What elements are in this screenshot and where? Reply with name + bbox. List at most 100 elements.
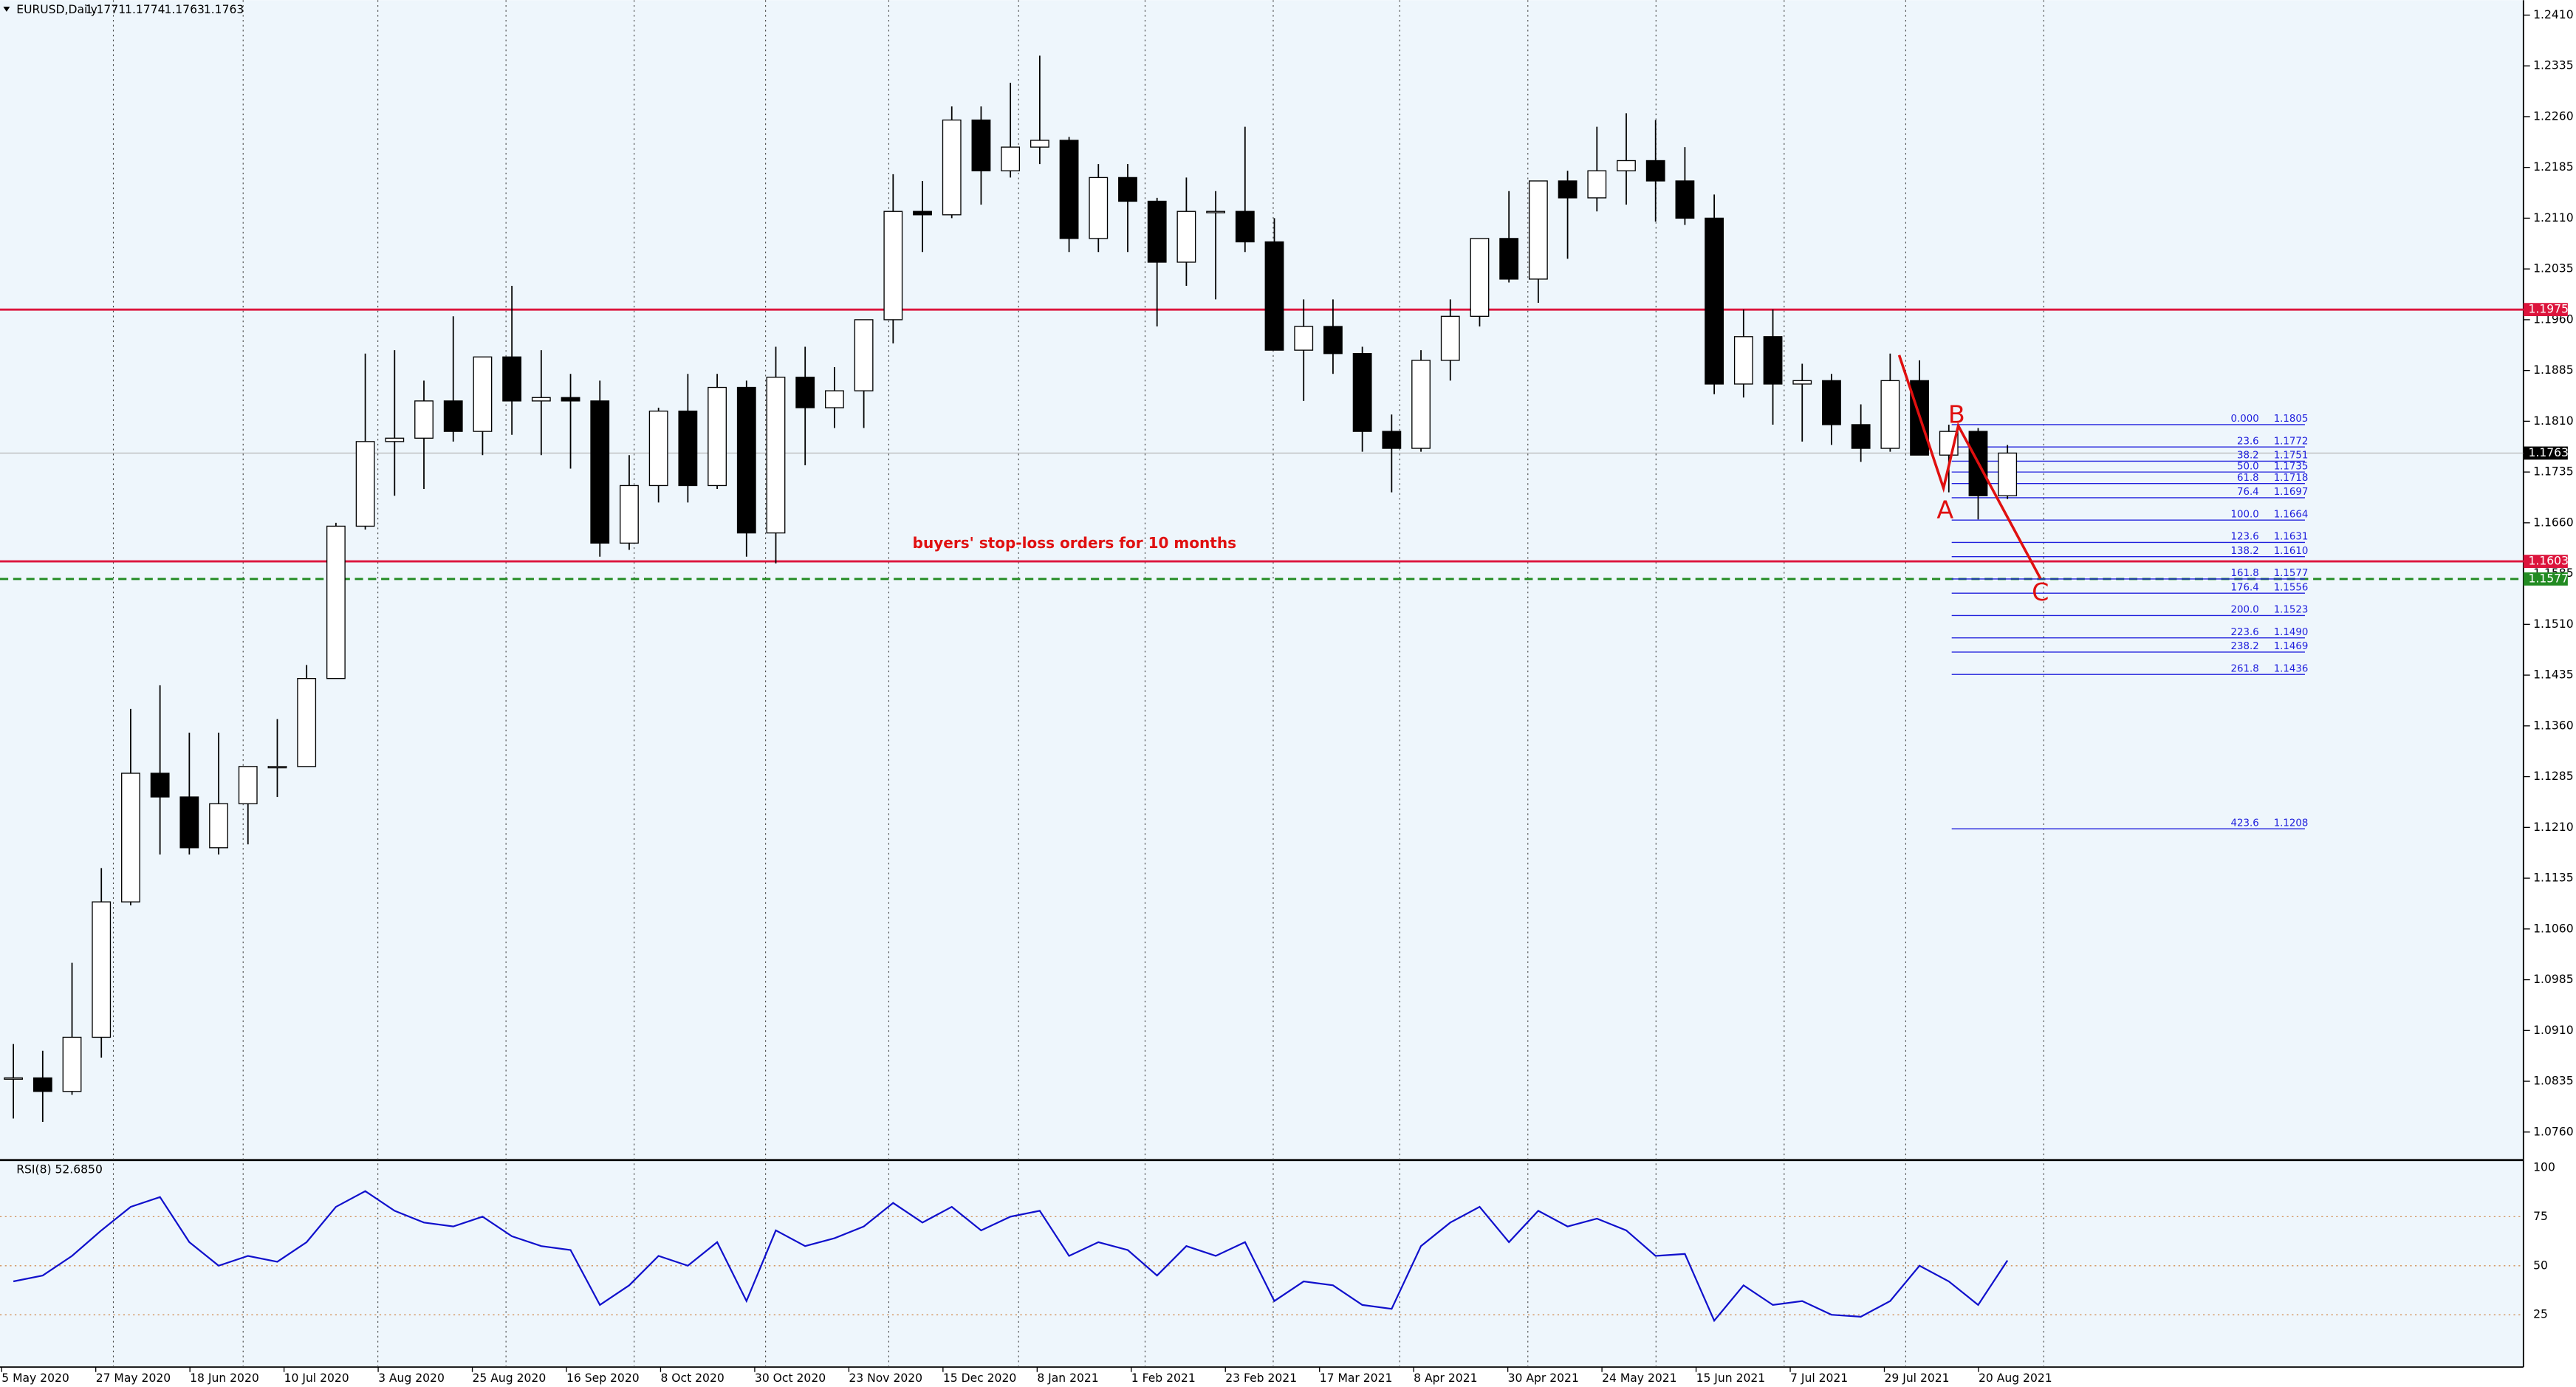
fib-ratio: 138.2: [2231, 546, 2259, 557]
annotation: buyers' stop-loss orders for 10 months: [913, 534, 1236, 552]
rsi-title: RSI(8) 52.6850: [16, 1163, 103, 1177]
y-tick-label: 75: [2533, 1210, 2548, 1223]
level-label: 1.1577: [2528, 572, 2568, 585]
candle-body: [1294, 326, 1314, 351]
quote-value: 1.1763: [204, 3, 244, 16]
candle-body: [1440, 315, 1460, 361]
fib-price: 1.1208: [2274, 818, 2309, 829]
quote-value: 1.1771: [86, 3, 126, 16]
level-label-box: [2523, 572, 2568, 586]
candle-body: [414, 400, 434, 439]
plot-background: [0, 0, 2524, 1368]
fib-price: 1.1577: [2274, 568, 2309, 579]
candle-body: [150, 773, 170, 798]
y-tick-label: 1.1510: [2533, 617, 2573, 631]
candle-body: [1558, 180, 1578, 199]
x-tick-label: 20 Aug 2021: [1979, 1371, 2052, 1385]
candle-body: [385, 437, 405, 442]
y-tick-label: 1.0835: [2533, 1075, 2573, 1088]
candle-body: [1118, 177, 1137, 202]
y-tick-label: 1.0910: [2533, 1024, 2573, 1037]
y-tick-label: 25: [2533, 1308, 2548, 1321]
wave-label: C: [2032, 578, 2049, 606]
candle-body: [854, 319, 874, 391]
candle-body: [648, 410, 668, 487]
candle-body: [766, 377, 786, 534]
candle-body: [1030, 140, 1049, 148]
y-tick-label: 1.2260: [2533, 109, 2573, 123]
fib-ratio: 223.6: [2231, 627, 2259, 638]
fib-price: 1.1556: [2274, 582, 2309, 593]
fib-price: 1.1751: [2274, 451, 2309, 462]
y-tick-label: 1.2410: [2533, 8, 2573, 21]
candle-body: [1323, 326, 1343, 355]
fib-price: 1.1469: [2274, 641, 2309, 652]
candle-body: [1792, 380, 1812, 385]
x-tick-label: 8 Oct 2020: [660, 1371, 724, 1385]
fib-price: 1.1718: [2274, 473, 2309, 484]
fib-ratio: 76.4: [2237, 487, 2259, 498]
candle-body: [1264, 241, 1284, 351]
wave-line: [1897, 355, 2042, 580]
y-tick-label: 1.1885: [2533, 363, 2573, 377]
candle-body: [473, 356, 493, 432]
fib-price: 1.1523: [2274, 605, 2309, 616]
candle-body: [678, 410, 698, 487]
candle-body: [179, 796, 199, 849]
candle-body: [1147, 200, 1167, 263]
x-tick-label: 27 May 2020: [96, 1371, 171, 1385]
candle-body: [1851, 424, 1871, 449]
candle-body: [1705, 217, 1724, 385]
rsi-line: [13, 1190, 2009, 1323]
candle-body: [795, 377, 815, 408]
candle-body: [1352, 353, 1372, 432]
candle-body: [32, 1077, 52, 1092]
candle-body: [1587, 170, 1607, 199]
candle-body: [1001, 146, 1021, 171]
x-tick-label: 15 Dec 2020: [943, 1371, 1016, 1385]
fib-ratio: 61.8: [2237, 473, 2259, 484]
candle-body: [1733, 336, 1753, 385]
x-tick-label: 25 Aug 2020: [473, 1371, 547, 1385]
x-tick-label: 29 Jul 2021: [1884, 1371, 1949, 1385]
candle-body: [1059, 140, 1079, 239]
candle-body: [561, 397, 580, 402]
candle-body: [1880, 380, 1900, 449]
fib-ratio: 238.2: [2231, 641, 2259, 652]
y-tick-label: 1.1660: [2533, 516, 2573, 529]
candle-body: [443, 400, 463, 432]
rsi-panel: 100 75 50 25: [0, 1160, 2555, 1323]
level-label-box: [2523, 555, 2568, 569]
candle-body: [92, 901, 112, 1038]
candle-body: [326, 525, 346, 679]
candle-body: [736, 386, 756, 534]
wave-label: A: [1936, 496, 1953, 524]
fib-ratio: 23.6: [2237, 436, 2259, 447]
candle-body: [267, 766, 287, 769]
level-label: 1.1975: [2528, 303, 2568, 316]
candle-body: [1998, 452, 2018, 496]
fib-price: 1.1631: [2274, 532, 2309, 543]
candle-body: [1822, 380, 1841, 425]
fib-ratio: 123.6: [2231, 532, 2259, 543]
candle-body: [1235, 210, 1255, 243]
candle-body: [913, 210, 932, 216]
x-tick-label: 5 May 2020: [1, 1371, 69, 1385]
x-tick-label: 15 Jun 2021: [1696, 1371, 1766, 1385]
candle-body: [502, 356, 522, 402]
candle-body: [620, 484, 639, 544]
candle-body: [531, 397, 551, 402]
fib-price: 1.1772: [2274, 436, 2309, 447]
candle-body: [62, 1036, 82, 1092]
symbol-title: EURUSD,Daily: [16, 3, 97, 16]
y-tick-label: 1.2110: [2533, 211, 2573, 225]
quote-value: 1.1774: [125, 3, 165, 16]
candle-body: [1382, 431, 1402, 449]
y-tick-label: 1.1210: [2533, 821, 2573, 834]
candle-body: [1470, 238, 1490, 317]
menu-arrow[interactable]: [3, 7, 10, 12]
candle-body: [1675, 180, 1695, 219]
fib-ratio: 0.000: [2231, 414, 2259, 425]
y-tick-label: 1.0760: [2533, 1125, 2573, 1138]
